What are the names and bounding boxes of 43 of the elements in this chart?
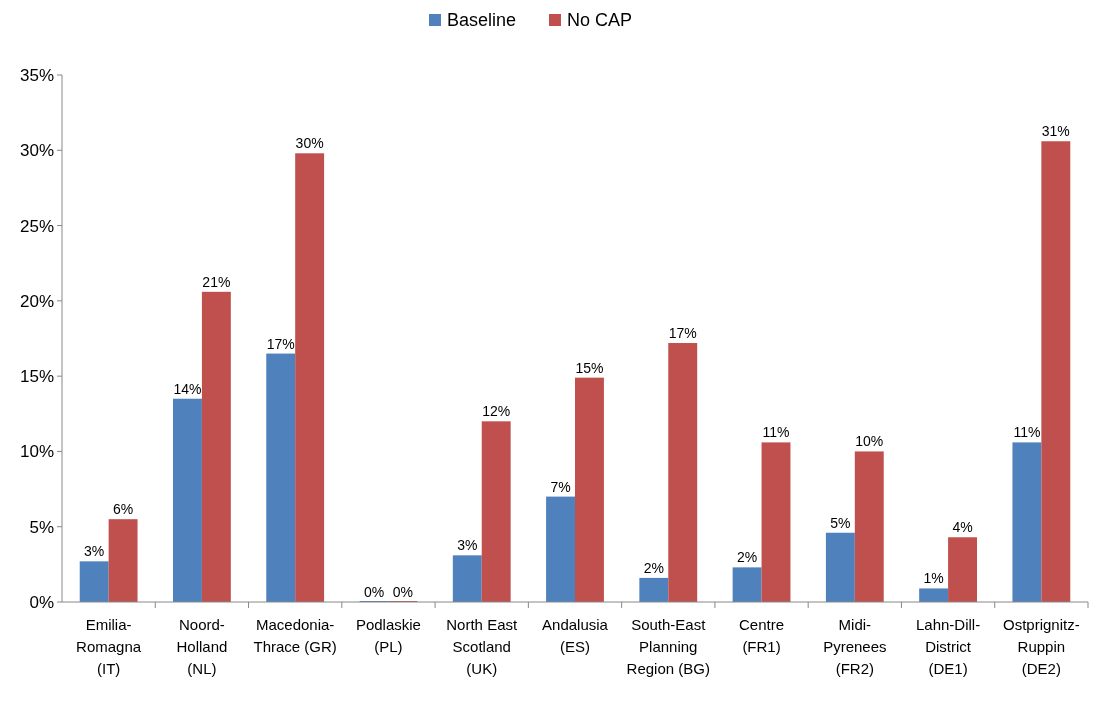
data-label: 1% [923, 570, 944, 587]
data-label: 3% [84, 543, 105, 560]
y-tick-label: 10% [19, 442, 54, 462]
y-tick-label: 15% [19, 367, 54, 387]
data-label: 17% [668, 325, 697, 342]
x-tick-label: Lahn-Dill- District (DE1) [915, 616, 981, 677]
y-tick-label: 25% [19, 216, 54, 236]
x-tick-label: Podlaskie (PL) [355, 616, 421, 655]
data-label: 10% [855, 433, 884, 450]
y-tick-label: 30% [19, 141, 54, 161]
y-tick-label: 20% [19, 291, 54, 311]
y-tick-label: 35% [19, 66, 54, 85]
data-label: 11% [1013, 424, 1041, 441]
x-tick-label: Midi- Pyrenees (FR2) [823, 616, 887, 677]
x-tick-label: Ostprignitz- Ruppin (DE2) [1003, 616, 1080, 677]
data-label: 3% [457, 537, 478, 554]
data-label: 0% [392, 584, 414, 600]
x-tick-label: Centre (FR1) [739, 616, 785, 655]
data-label: 17% [266, 335, 295, 352]
y-tick-label: 0% [29, 593, 54, 612]
data-label: 6% [112, 501, 134, 518]
x-tick-label: Macedonia- Thrace (GR) [253, 616, 337, 655]
data-label: 5% [830, 514, 851, 531]
x-tick-label: North East Scotland (UK) [446, 616, 518, 677]
x-tick-label: Noord- Holland (NL) [176, 616, 228, 677]
legend-label: Baseline [447, 10, 517, 30]
data-label: 7% [550, 478, 571, 495]
data-label: 12% [482, 403, 511, 420]
data-label: 2% [736, 549, 758, 566]
data-label: 2% [643, 559, 664, 576]
data-label: 4% [952, 519, 973, 536]
y-tick-label: 5% [29, 517, 54, 537]
legend-label: No CAP [567, 10, 633, 30]
data-label: 30% [295, 135, 324, 152]
data-label: 11% [762, 424, 790, 441]
x-tick-label: Andalusia (ES) [542, 616, 609, 655]
x-tick-label: South-East Planning Region (BG) [626, 616, 710, 677]
x-tick-label: Emilia- Romagna (IT) [76, 616, 142, 677]
data-label: 0% [363, 584, 385, 600]
data-label: 21% [202, 273, 231, 290]
data-label: 31% [1041, 123, 1070, 140]
data-label: 14% [173, 380, 202, 397]
data-label: 15% [575, 359, 604, 376]
